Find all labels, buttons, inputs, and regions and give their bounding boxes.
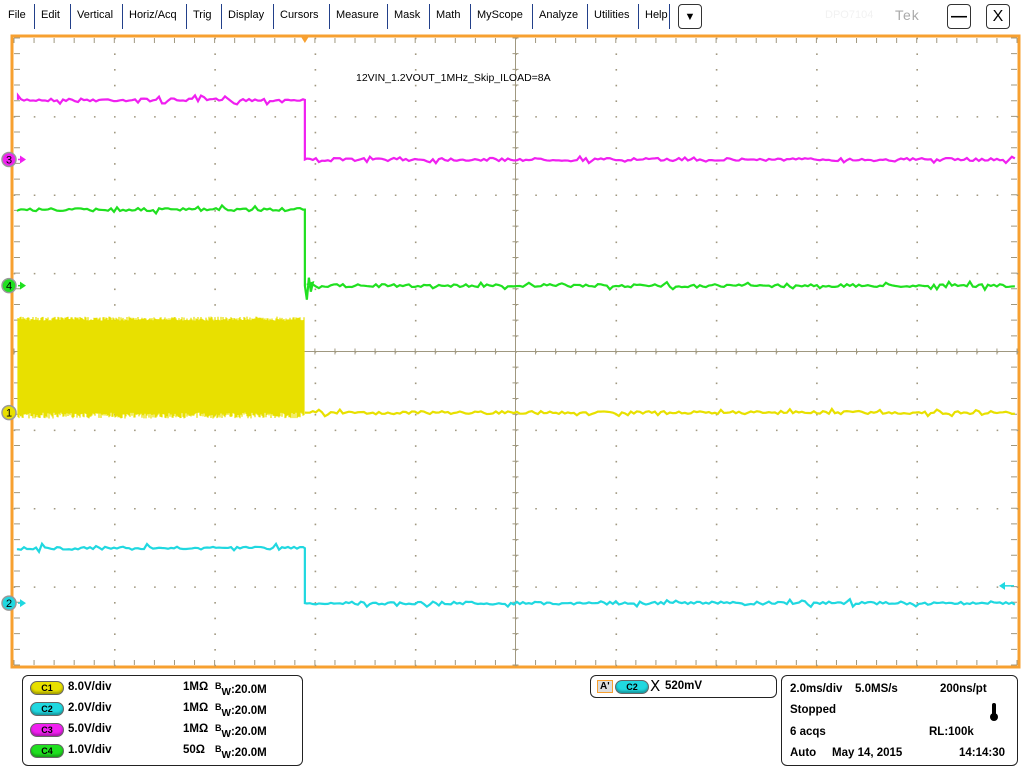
channel-scale: 2.0V/div bbox=[68, 702, 112, 714]
menu-separator bbox=[122, 4, 123, 29]
channel-c4-button[interactable]: C4 bbox=[30, 744, 64, 758]
channel-marker-label: 3 bbox=[6, 154, 12, 166]
channel-impedance: 1MΩ bbox=[183, 702, 209, 714]
triangle-down-icon: ▼ bbox=[684, 10, 696, 23]
trigger-source-pill[interactable]: C2 bbox=[615, 680, 649, 694]
acq-count: 6 acqs bbox=[790, 726, 826, 738]
menu-measure[interactable]: Measure bbox=[336, 9, 379, 21]
channel-c1-button[interactable]: C1 bbox=[30, 681, 64, 695]
horizontal-readout-panel[interactable]: 2.0ms/div 5.0MS/s 200ns/pt Stopped 6 acq… bbox=[781, 675, 1018, 766]
channel-c2-button[interactable]: C2 bbox=[30, 702, 64, 716]
channel-c3-marker bbox=[1, 151, 17, 168]
channel-bandwidth: BW:20.0M bbox=[215, 681, 267, 698]
channel-marker-label: 1 bbox=[6, 408, 12, 420]
menu-separator bbox=[429, 4, 430, 29]
trace-c1 bbox=[304, 407, 1015, 418]
tek-logo: Tek bbox=[895, 7, 920, 23]
close-button[interactable]: X bbox=[986, 4, 1010, 29]
channel-c3-button[interactable]: C3 bbox=[30, 723, 64, 737]
menu-file[interactable]: File bbox=[8, 9, 26, 21]
channel-readout-panel: C1 8.0V/div 1MΩ BW:20.0M C2 2.0V/div 1MΩ … bbox=[22, 675, 303, 766]
minimize-button[interactable]: — bbox=[947, 4, 971, 29]
channel-impedance: 1MΩ bbox=[183, 723, 209, 735]
channel-c2-marker bbox=[1, 595, 17, 611]
menu-separator bbox=[587, 4, 588, 29]
display-annotation: 12VIN_1.2VOUT_1MHz_Skip_ILOAD=8A bbox=[356, 72, 551, 84]
channel-marker-label: 2 bbox=[6, 598, 12, 610]
thermometer-icon bbox=[990, 703, 998, 721]
channel-scale: 1.0V/div bbox=[68, 744, 112, 756]
trigger-level-icon bbox=[999, 581, 1005, 590]
date: May 14, 2015 bbox=[832, 747, 903, 759]
menu-separator bbox=[273, 4, 274, 29]
menu-separator bbox=[387, 4, 388, 29]
resolution: 200ns/pt bbox=[940, 683, 987, 695]
trace-c2 bbox=[16, 541, 1016, 609]
menu-separator bbox=[329, 4, 330, 29]
acq-state: Stopped bbox=[790, 704, 836, 716]
menu-display[interactable]: Display bbox=[228, 9, 265, 21]
trigger-position-icon bbox=[299, 35, 310, 43]
channel-scale: 8.0V/div bbox=[68, 681, 112, 693]
menu-separator bbox=[70, 4, 71, 29]
menu-bar: File Edit Vertical Horiz/Acq Trig Display Curs… bbox=[0, 0, 1024, 33]
time: 14:14:30 bbox=[959, 747, 1006, 759]
sample-rate: 5.0MS/s bbox=[855, 683, 898, 695]
menu-trig[interactable]: Trig bbox=[193, 9, 212, 21]
menu-edit[interactable]: Edit bbox=[41, 9, 60, 21]
menu-separator bbox=[638, 4, 639, 29]
trigger-a-label: A' bbox=[597, 680, 613, 693]
channel-bandwidth: BW:20.0M bbox=[215, 744, 267, 761]
channel-bandwidth: BW:20.0M bbox=[215, 723, 267, 740]
trigger-level: 520mV bbox=[665, 680, 703, 692]
menu-cursors[interactable]: Cursors bbox=[280, 9, 319, 21]
menu-myscope[interactable]: MyScope bbox=[477, 9, 523, 21]
either-edge-icon: Ⅹ bbox=[650, 678, 661, 695]
channel-bandwidth: BW:20.0M bbox=[215, 702, 267, 719]
menu-separator bbox=[470, 4, 471, 29]
menu-separator bbox=[34, 4, 35, 29]
channel-impedance: 1MΩ bbox=[183, 681, 209, 693]
menu-utilities[interactable]: Utilities bbox=[594, 9, 630, 21]
trigger-readout[interactable]: A' C2 Ⅹ 520mV bbox=[590, 675, 777, 698]
menu-vertical[interactable]: Vertical bbox=[77, 9, 114, 21]
menu-separator bbox=[532, 4, 533, 29]
menu-separator bbox=[221, 4, 222, 29]
trigger-mode: Auto bbox=[790, 747, 817, 759]
record-length: RL:100k bbox=[929, 726, 974, 738]
model-label: DPO7104 bbox=[825, 9, 874, 21]
channel-impedance: 50Ω bbox=[183, 744, 206, 756]
trace-c3 bbox=[16, 92, 1016, 165]
channel-scale: 5.0V/div bbox=[68, 723, 112, 735]
channel-marker-label: 4 bbox=[6, 281, 12, 293]
channel-c1-marker bbox=[1, 404, 17, 421]
timebase: 2.0ms/div bbox=[790, 683, 843, 695]
menu-math[interactable]: Math bbox=[436, 9, 461, 21]
menu-help[interactable]: Help bbox=[645, 9, 668, 21]
channel-c4-marker bbox=[1, 277, 17, 294]
menu-separator bbox=[186, 4, 187, 29]
menu-analyze[interactable]: Analyze bbox=[539, 9, 579, 21]
trace-c1-switching bbox=[17, 316, 305, 419]
menu-mask[interactable]: Mask bbox=[394, 9, 421, 21]
menu-horizacq[interactable]: Horiz/Acq bbox=[129, 9, 177, 21]
trace-c4 bbox=[16, 203, 1015, 300]
menu-dropdown-button[interactable]: ▼ bbox=[678, 4, 702, 29]
menu-separator bbox=[669, 4, 670, 29]
waveform-display[interactable]: 3 4 1 2 bbox=[0, 0, 1024, 672]
graticule-ticks bbox=[13, 37, 1018, 666]
